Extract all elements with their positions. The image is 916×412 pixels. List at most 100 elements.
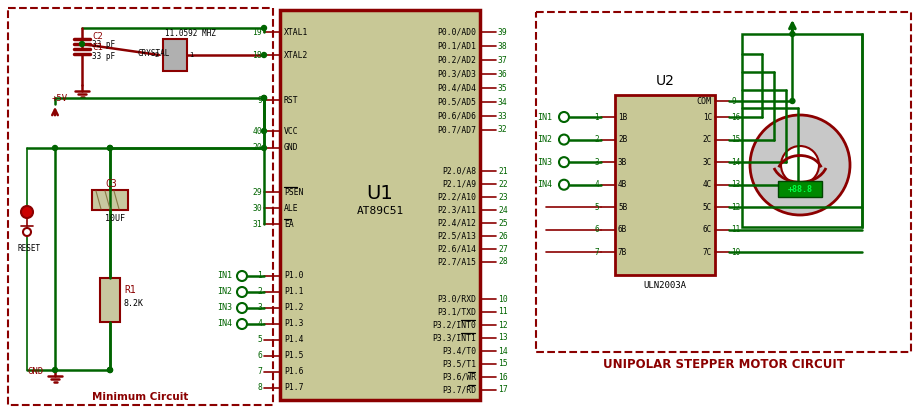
Text: XTAL2: XTAL2 bbox=[284, 51, 309, 59]
Text: P3.1/TXD: P3.1/TXD bbox=[437, 307, 476, 316]
Text: 32: 32 bbox=[498, 126, 507, 134]
Text: IN2: IN2 bbox=[537, 135, 552, 144]
Text: 1: 1 bbox=[189, 52, 193, 58]
Text: P0.5/AD5: P0.5/AD5 bbox=[437, 98, 476, 106]
Text: Minimum Circuit: Minimum Circuit bbox=[93, 392, 189, 402]
Text: 33: 33 bbox=[498, 112, 507, 120]
Text: P3.6/WR: P3.6/WR bbox=[442, 372, 476, 382]
Circle shape bbox=[107, 145, 113, 150]
Text: 3: 3 bbox=[594, 158, 599, 166]
Text: P1.2: P1.2 bbox=[284, 304, 303, 312]
Text: 6: 6 bbox=[594, 225, 599, 234]
Text: CRYSTAL: CRYSTAL bbox=[137, 49, 169, 58]
Circle shape bbox=[261, 145, 267, 150]
Circle shape bbox=[107, 368, 113, 372]
Text: 28: 28 bbox=[498, 258, 507, 267]
Text: P3.4/T0: P3.4/T0 bbox=[442, 346, 476, 356]
Text: 19: 19 bbox=[252, 28, 262, 37]
Text: P3.2/INT0: P3.2/INT0 bbox=[432, 321, 476, 330]
Text: UNIPOLAR STEPPER MOTOR CIRCUIT: UNIPOLAR STEPPER MOTOR CIRCUIT bbox=[603, 358, 845, 370]
Circle shape bbox=[52, 368, 58, 372]
Text: IN1: IN1 bbox=[537, 112, 552, 122]
Text: GND: GND bbox=[27, 368, 43, 377]
Text: U1: U1 bbox=[366, 183, 393, 203]
Text: 29: 29 bbox=[252, 187, 262, 197]
Bar bbox=[778, 181, 822, 197]
Bar bbox=[163, 39, 187, 71]
Text: 7B: 7B bbox=[618, 248, 627, 257]
Circle shape bbox=[559, 135, 569, 145]
Text: P0.0/AD0: P0.0/AD0 bbox=[437, 28, 476, 37]
Text: P1.6: P1.6 bbox=[284, 368, 303, 377]
Bar bbox=[280, 10, 480, 400]
Text: P1.4: P1.4 bbox=[284, 335, 303, 344]
Circle shape bbox=[237, 319, 247, 329]
Text: P2.2/A10: P2.2/A10 bbox=[437, 192, 476, 201]
Circle shape bbox=[261, 26, 267, 30]
Text: 13: 13 bbox=[731, 180, 740, 189]
Text: 11: 11 bbox=[731, 225, 740, 234]
Text: 39: 39 bbox=[498, 28, 507, 37]
Text: RESET: RESET bbox=[17, 243, 40, 253]
Text: 23: 23 bbox=[498, 192, 507, 201]
Text: 2: 2 bbox=[594, 135, 599, 144]
Text: P3.7/RD: P3.7/RD bbox=[442, 386, 476, 395]
Text: 1B: 1B bbox=[618, 112, 627, 122]
Text: P3.3/INT1: P3.3/INT1 bbox=[432, 333, 476, 342]
Text: 15: 15 bbox=[498, 360, 507, 368]
Circle shape bbox=[261, 96, 267, 101]
Text: 21: 21 bbox=[498, 166, 507, 176]
Circle shape bbox=[237, 287, 247, 297]
Text: IN3: IN3 bbox=[217, 304, 232, 312]
Text: P0.2/AD2: P0.2/AD2 bbox=[437, 56, 476, 65]
Circle shape bbox=[559, 180, 569, 190]
Text: EA: EA bbox=[284, 220, 294, 229]
Text: U2: U2 bbox=[656, 74, 674, 88]
Text: VCC: VCC bbox=[284, 126, 299, 136]
Text: P3.0/RXD: P3.0/RXD bbox=[437, 295, 476, 304]
Text: P2.3/A11: P2.3/A11 bbox=[437, 206, 476, 215]
Circle shape bbox=[790, 98, 795, 103]
Text: 40: 40 bbox=[252, 126, 262, 136]
Circle shape bbox=[237, 271, 247, 281]
Text: 38: 38 bbox=[498, 42, 507, 51]
Text: 27: 27 bbox=[498, 244, 507, 253]
Text: P1.5: P1.5 bbox=[284, 351, 303, 360]
Text: RST: RST bbox=[284, 96, 299, 105]
Text: P1.3: P1.3 bbox=[284, 319, 303, 328]
Text: 2B: 2B bbox=[618, 135, 627, 144]
Text: PSEN: PSEN bbox=[284, 187, 303, 197]
Text: 4B: 4B bbox=[618, 180, 627, 189]
Circle shape bbox=[52, 145, 58, 150]
Circle shape bbox=[781, 146, 819, 184]
Circle shape bbox=[237, 303, 247, 313]
Circle shape bbox=[261, 52, 267, 58]
Text: 26: 26 bbox=[498, 232, 507, 241]
Bar bbox=[92, 190, 128, 210]
Bar bbox=[536, 12, 911, 352]
Text: 9: 9 bbox=[731, 96, 736, 105]
Text: 8.2K: 8.2K bbox=[124, 300, 144, 309]
Text: 8: 8 bbox=[257, 384, 262, 393]
Text: P0.1/AD1: P0.1/AD1 bbox=[437, 42, 476, 51]
Text: 35: 35 bbox=[498, 84, 507, 93]
Text: 33 pF: 33 pF bbox=[92, 52, 115, 61]
Text: AT89C51: AT89C51 bbox=[356, 206, 404, 216]
Text: 4: 4 bbox=[594, 180, 599, 189]
Text: 9: 9 bbox=[257, 96, 262, 105]
Text: R1: R1 bbox=[124, 285, 136, 295]
Text: 3C: 3C bbox=[703, 158, 712, 166]
Text: 12: 12 bbox=[498, 321, 507, 330]
Text: COM: COM bbox=[696, 96, 711, 105]
Text: C1: C1 bbox=[92, 42, 103, 52]
Text: IN3: IN3 bbox=[537, 158, 552, 166]
Text: P1.7: P1.7 bbox=[284, 384, 303, 393]
Text: P1.1: P1.1 bbox=[284, 288, 303, 297]
Text: 11.0592 MHZ: 11.0592 MHZ bbox=[165, 28, 216, 37]
Text: 14: 14 bbox=[731, 158, 740, 166]
Text: ALE: ALE bbox=[284, 204, 299, 213]
Text: 7: 7 bbox=[257, 368, 262, 377]
Text: 2: 2 bbox=[257, 288, 262, 297]
Text: 24: 24 bbox=[498, 206, 507, 215]
Circle shape bbox=[559, 112, 569, 122]
